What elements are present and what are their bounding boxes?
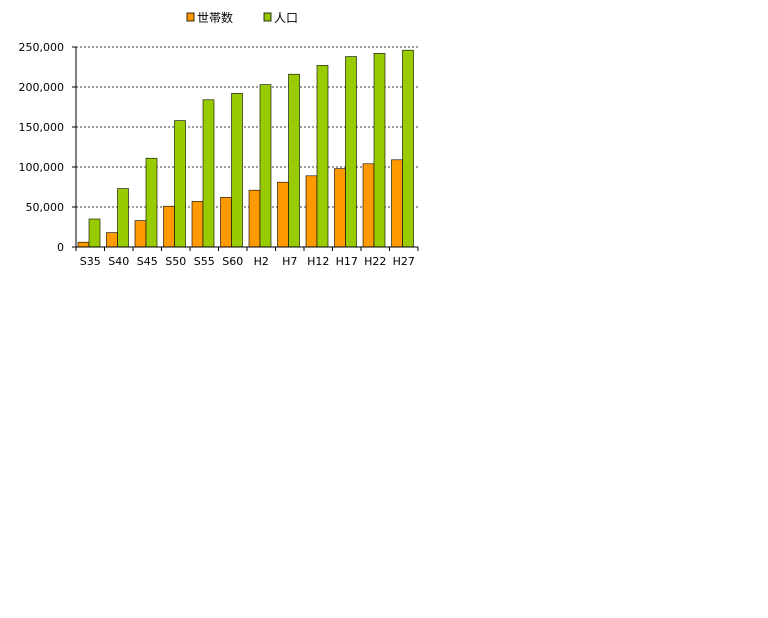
- bar-households-S60: [220, 197, 232, 248]
- x-tick-label-H12: H12: [307, 255, 329, 268]
- x-tick-label-S50: S50: [165, 255, 186, 268]
- bar-population-H7: [288, 73, 300, 248]
- legend-swatch-households: [186, 12, 195, 22]
- x-tick-label-S55: S55: [194, 255, 215, 268]
- bar-population-H12: [316, 65, 329, 248]
- bar-population-H2: [259, 84, 272, 248]
- bar-households-H17: [334, 168, 346, 248]
- bar-households-H2: [248, 189, 261, 248]
- x-tick-label-S35: S35: [80, 255, 101, 268]
- bar-population-S40: [117, 188, 129, 248]
- bar-population-H17: [345, 56, 357, 248]
- legend-label-households: 世帯数: [197, 10, 233, 25]
- legend-label-population: 人口: [274, 11, 298, 25]
- y-tick-label: 50,000: [26, 201, 65, 214]
- bars: [77, 49, 414, 248]
- y-tick-label: 0: [57, 241, 64, 254]
- bar-households-S55: [191, 201, 204, 248]
- bar-households-S35: [77, 241, 90, 248]
- x-tick-label-S40: S40: [108, 255, 129, 268]
- bar-households-S45: [134, 220, 147, 248]
- bar-households-H27: [391, 159, 403, 248]
- x-tick-label-H27: H27: [393, 255, 415, 268]
- bar-households-S40: [106, 232, 118, 248]
- y-tick-label: 200,000: [19, 81, 65, 94]
- bar-households-H22: [362, 163, 375, 248]
- bar-population-H22: [373, 53, 386, 248]
- x-tick-label-H7: H7: [282, 255, 297, 268]
- legend-swatch-population: [263, 12, 272, 22]
- x-tick-label-H22: H22: [364, 255, 386, 268]
- x-tick-label-S45: S45: [137, 255, 158, 268]
- gridlines: [76, 46, 418, 208]
- legend: 世帯数 人口: [186, 10, 298, 25]
- bar-households-H7: [277, 181, 289, 248]
- bar-households-H12: [305, 175, 318, 248]
- bar-population-S45: [145, 157, 158, 248]
- bar-population-S55: [202, 99, 215, 248]
- bar-population-H27: [402, 49, 414, 248]
- bar-population-S60: [231, 93, 243, 248]
- x-tick-label-S60: S60: [222, 255, 243, 268]
- y-tick-label: 150,000: [19, 121, 65, 134]
- bar-population-S50: [174, 120, 186, 248]
- x-tick-label-H2: H2: [254, 255, 269, 268]
- x-tick-labels: S35 S40 S45 S50 S55 S60 H2 H7 H12 H17 H22 H27: [80, 255, 415, 268]
- x-tick-label-H17: H17: [336, 255, 358, 268]
- y-tick-label: 100,000: [19, 161, 65, 174]
- bar-population-S35: [88, 218, 101, 248]
- axes: [72, 46, 419, 251]
- bar-households-S50: [163, 205, 175, 248]
- y-tick-label: 250,000: [19, 41, 65, 54]
- y-tick-labels: 0 50,000 100,000 150,000 200,000 250,000: [19, 41, 65, 254]
